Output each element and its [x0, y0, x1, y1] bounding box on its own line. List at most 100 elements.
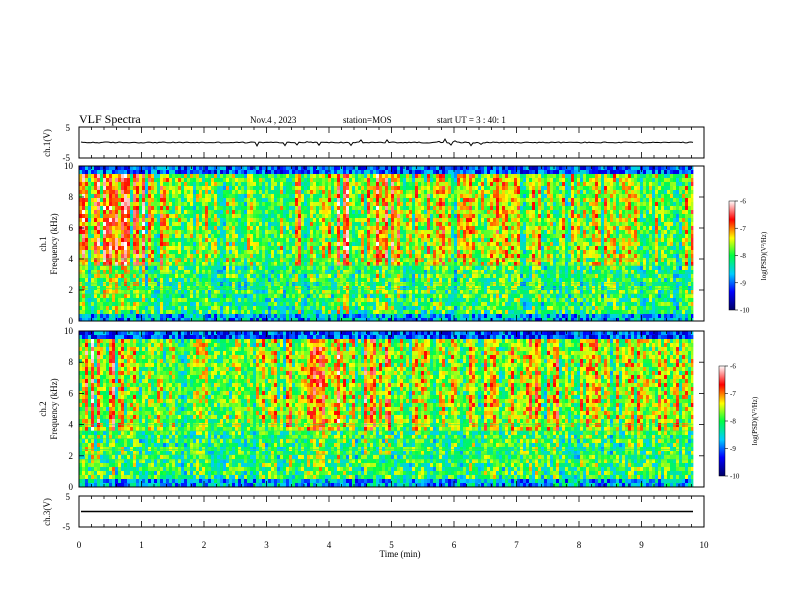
spectrogram-cell	[316, 214, 320, 219]
spectrogram-cell	[373, 254, 377, 259]
spectrogram-cell	[211, 262, 215, 267]
spectrogram-cell	[388, 218, 392, 223]
spectrogram-cell	[133, 270, 137, 275]
spectrogram-cell	[451, 174, 455, 179]
spectrogram-cell	[247, 234, 251, 239]
spectrogram-cell	[79, 290, 83, 295]
spectrogram-cell	[127, 250, 131, 255]
spectrogram-cell	[190, 242, 194, 247]
spectrogram-cell	[280, 226, 284, 231]
spectrogram-cell	[226, 306, 230, 311]
spectrogram-cell	[397, 310, 401, 315]
spectrogram-cell	[454, 166, 458, 171]
spectrogram-cell	[106, 186, 110, 191]
spectrogram-cell	[364, 202, 368, 207]
spectrogram-cell	[241, 274, 245, 279]
spectrogram-cell	[430, 226, 434, 231]
spectrogram-cell	[148, 270, 152, 275]
spectrogram-cell	[316, 190, 320, 195]
spectrogram-cell	[346, 270, 350, 275]
spectrogram-cell	[346, 274, 350, 279]
spectrogram-cell	[91, 182, 95, 187]
spectrogram-cell	[103, 206, 107, 211]
spectrogram-cell	[88, 270, 92, 275]
spectrogram-cell	[304, 218, 308, 223]
spectrogram-cell	[103, 174, 107, 179]
spectrogram-cell	[151, 306, 155, 311]
spectrogram-cell	[442, 298, 446, 303]
spectrogram-cell	[409, 262, 413, 267]
spectrogram-cell	[139, 190, 143, 195]
spectrogram-cell	[145, 246, 149, 251]
spectrogram-cell	[118, 262, 122, 267]
spectrogram-cell	[232, 258, 236, 263]
spectrogram-cell	[157, 314, 161, 319]
spectrogram-cell	[343, 230, 347, 235]
spectrogram-cell	[121, 206, 125, 211]
spectrogram-cell	[301, 306, 305, 311]
spectrogram-cell	[385, 182, 389, 187]
spectrogram-cell	[436, 242, 440, 247]
spectrogram-cell	[343, 250, 347, 255]
spectrogram-cell	[208, 202, 212, 207]
spectrogram-cell	[385, 314, 389, 319]
spectrogram-cell	[340, 214, 344, 219]
spectrogram-cell	[79, 202, 83, 207]
spectrogram-cell	[172, 170, 176, 175]
spectrogram-cell	[202, 182, 206, 187]
spectrogram-cell	[151, 222, 155, 227]
spectrogram-cell	[226, 254, 230, 259]
spectrogram-cell	[169, 278, 173, 283]
spectrogram-cell	[373, 202, 377, 207]
spectrogram-cell	[421, 206, 425, 211]
spectrogram-cell	[289, 310, 293, 315]
spectrogram-cell	[370, 170, 374, 175]
spectrogram-cell	[373, 278, 377, 283]
spectrogram-cell	[181, 214, 185, 219]
spectrogram-cell	[337, 250, 341, 255]
spectrogram-cell	[427, 202, 431, 207]
spectrogram-cell	[406, 258, 410, 263]
spectrogram-cell	[265, 190, 269, 195]
spectrogram-cell	[445, 214, 449, 219]
spectrogram-cell	[91, 310, 95, 315]
spectrogram-cell	[262, 190, 266, 195]
spectrogram-cell	[298, 194, 302, 199]
spectrogram-cell	[385, 214, 389, 219]
spectrogram-cell	[154, 262, 158, 267]
spectrogram-cell	[340, 210, 344, 215]
spectrogram-cell	[226, 278, 230, 283]
spectrogram-cell	[313, 174, 317, 179]
spectrogram-cell	[382, 294, 386, 299]
spectrogram-cell	[286, 318, 290, 321]
spectrogram-cell	[148, 166, 152, 171]
spectrogram-cell	[331, 218, 335, 223]
spectrogram-cell	[130, 274, 134, 279]
spectrogram-cell	[241, 246, 245, 251]
spectrogram-cell	[172, 190, 176, 195]
spectrogram-cell	[109, 310, 113, 315]
spectrogram-cell	[421, 170, 425, 175]
spectrogram-cell	[136, 202, 140, 207]
spectrogram-cell	[397, 170, 401, 175]
spectrogram-cell	[439, 306, 443, 311]
spectrogram-cell	[430, 190, 434, 195]
spectrogram-cell	[82, 278, 86, 283]
spectrogram-cell	[367, 194, 371, 199]
spectrogram-cell	[211, 238, 215, 243]
spectrogram-cell	[397, 298, 401, 303]
spectrogram-cell	[103, 270, 107, 275]
spectrogram-cell	[448, 170, 452, 175]
spectrogram-cell	[400, 258, 404, 263]
spectrogram-cell	[94, 318, 98, 321]
spectrogram-cell	[271, 198, 275, 203]
spectrogram-cell	[217, 298, 221, 303]
spectrogram-cell	[250, 182, 254, 187]
spectrogram-cell	[316, 198, 320, 203]
spectrogram-cell	[202, 174, 206, 179]
spectrogram-cell	[247, 178, 251, 183]
spectrogram-cell	[160, 258, 164, 263]
spectrogram-cell	[442, 318, 446, 321]
spectrogram-cell	[436, 166, 440, 171]
spectrogram-cell	[331, 186, 335, 191]
